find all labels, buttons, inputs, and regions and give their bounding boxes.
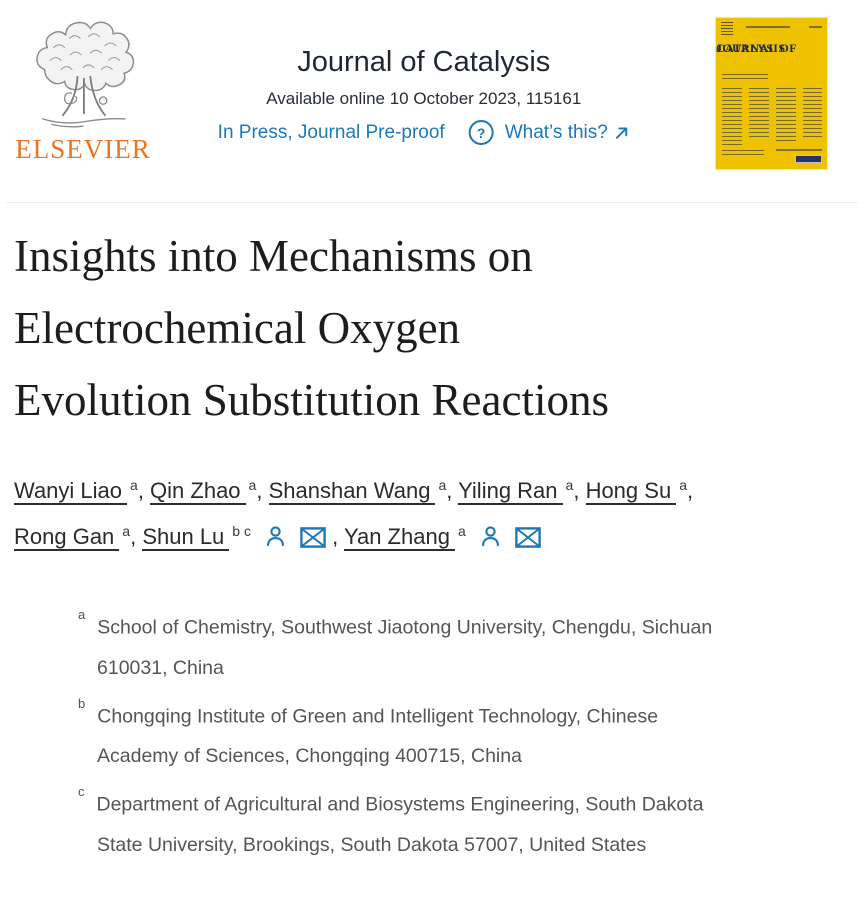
author-entry: Shanshan Wang a, — [268, 477, 459, 505]
author-profile-icon[interactable] — [264, 524, 287, 548]
affiliation-text: School of Chemistry, Southwest Jiaotong … — [97, 616, 713, 679]
author-separator: , — [573, 478, 586, 503]
cover-volume-line — [746, 26, 790, 28]
affiliation-sup: b — [78, 695, 86, 711]
author-name-link[interactable]: Shun Lu — [142, 524, 230, 551]
author-email-icon[interactable] — [300, 527, 326, 548]
author-separator: , — [256, 478, 269, 503]
author-name-link[interactable]: Hong Su — [585, 478, 677, 505]
header-divider — [6, 202, 858, 203]
author-affiliation-sup: b c — [232, 523, 251, 539]
author-entry: Yan Zhang a — [343, 523, 541, 551]
author-profile-icon[interactable] — [479, 524, 502, 548]
cover-issn-line — [809, 26, 822, 28]
author-name-link[interactable]: Rong Gan — [14, 524, 120, 551]
external-link-icon — [616, 126, 628, 139]
elsevier-wordmark: ELSEVIER — [15, 134, 151, 164]
whats-this-link[interactable]: What’s this? — [505, 122, 630, 144]
author-separator: , — [446, 478, 459, 503]
author-name-link[interactable]: Qin Zhao — [150, 478, 246, 505]
author-affiliation-sup: a — [130, 477, 138, 493]
elsevier-logo[interactable]: ELSEVIER — [12, 16, 154, 165]
sciencedirect-badge — [795, 155, 822, 163]
author-separator: , — [686, 478, 694, 503]
journal-title-link[interactable]: Journal of Catalysis — [297, 46, 551, 78]
help-icon[interactable]: ? — [468, 120, 494, 145]
author-separator: , — [325, 524, 344, 549]
author-entry: Hong Su a, — [585, 477, 694, 505]
author-name-link[interactable]: Wanyi Liao — [14, 478, 128, 505]
author-name-link[interactable]: Yiling Ran — [458, 478, 563, 505]
available-online-text: Available online 10 October 2023, 115161 — [266, 89, 582, 108]
author-affiliation-sup: a — [679, 477, 687, 493]
author-separator: , — [130, 524, 143, 549]
article-title: Insights into Mechanisms on Electrochemi… — [14, 220, 834, 436]
article-title-line: Electrochemical Oxygen — [14, 303, 461, 353]
cover-text-column — [722, 88, 742, 146]
author-affiliation-sup: a — [122, 523, 131, 539]
whats-this-label: What’s this? — [504, 121, 608, 143]
article-title-line: Evolution Substitution Reactions — [14, 375, 609, 425]
cover-text-column — [749, 88, 769, 140]
affiliation-sup: a — [78, 607, 86, 622]
cover-publisher-mark — [721, 22, 733, 36]
in-press-link[interactable]: In Press, Journal Pre-proof — [217, 121, 445, 143]
affiliation-list: a School of Chemistry, Southwest Jiaotong… — [78, 602, 864, 865]
author-email-icon[interactable] — [514, 527, 541, 548]
author-list: Wanyi Liao a, Qin Zhao a, Shanshan Wang a, … — [14, 469, 814, 561]
article-title-line: Insights into Mechanisms on — [14, 231, 533, 281]
journal-info: Journal of Catalysis Available online 10… — [218, 46, 630, 145]
author-separator: , — [137, 478, 151, 503]
journal-banner: ELSEVIER Journal of Catalysis Available … — [0, 0, 864, 202]
author-entry: Rong Gan a, — [14, 523, 143, 551]
author-affiliation-sup: a — [248, 477, 257, 493]
author-affiliation-sup: a — [457, 523, 466, 539]
author-entry: Shun Lu b c , — [142, 523, 344, 551]
affiliation-sup: c — [78, 784, 85, 799]
affiliation-item: b Chongqing Institute of Green and Intell… — [78, 691, 727, 777]
affiliation-text: Department of Agricultural and Biosystem… — [96, 793, 704, 856]
cover-text-column — [803, 88, 822, 138]
cover-footer-block — [722, 150, 764, 158]
elsevier-tree-icon — [36, 21, 135, 128]
affiliation-item: c Department of Agricultural and Biosyste… — [78, 779, 727, 865]
journal-cover-thumbnail[interactable]: JOURNAL OF CATALYSIS — [715, 17, 828, 170]
author-name-link[interactable]: Yan Zhang — [343, 524, 455, 551]
cover-footer-line — [776, 149, 822, 151]
author-entry: Yiling Ran a, — [458, 477, 586, 505]
in-press-row: In Press, Journal Pre-proof ? What’s thi… — [218, 120, 630, 145]
cover-text-column — [776, 88, 796, 143]
affiliation-item: a School of Chemistry, Southwest Jiaotong… — [78, 602, 727, 688]
affiliation-text: Chongqing Institute of Green and Intelli… — [97, 705, 659, 767]
author-entry: Qin Zhao a, — [150, 477, 269, 505]
author-name-link[interactable]: Shanshan Wang — [268, 478, 436, 505]
cover-editors-block — [722, 74, 768, 82]
author-affiliation-sup: a — [565, 477, 574, 493]
author-affiliation-sup: a — [438, 477, 447, 493]
author-entry: Wanyi Liao a, — [14, 477, 151, 505]
